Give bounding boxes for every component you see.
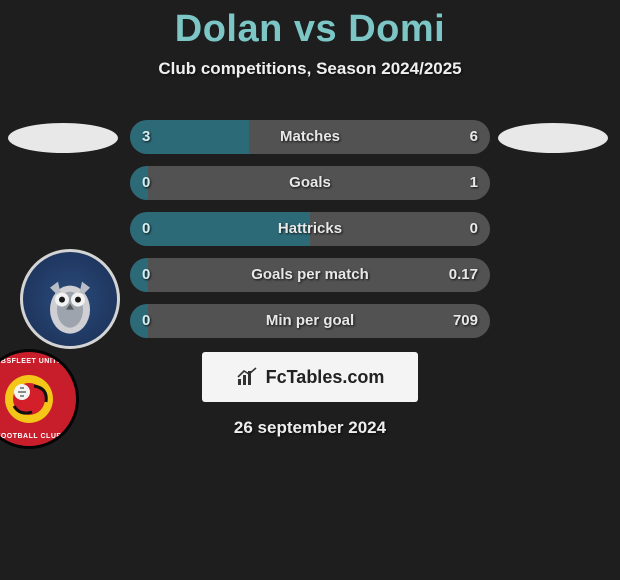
stat-label: Min per goal (130, 304, 490, 338)
stats-panel: 36Matches 01Goals 00Hattricks 00.17Goals pe… (130, 120, 490, 438)
stat-row: 01Goals (130, 166, 490, 200)
stat-label: Hattricks (130, 212, 490, 246)
stat-row: 36Matches (130, 120, 490, 154)
placeholder-ellipse-left (8, 123, 118, 153)
club-badge-left (20, 249, 120, 349)
source-logo[interactable]: FcTables.com (202, 352, 418, 402)
badge-text-bottom: FOOTBALL CLUB (0, 433, 76, 440)
stat-label: Matches (130, 120, 490, 154)
stat-row: 00.17Goals per match (130, 258, 490, 292)
chart-icon (236, 367, 260, 387)
source-logo-text: FcTables.com (266, 367, 385, 388)
club-badge-right: EBBSFLEET UNITED FOOTBALL CLUB (0, 349, 79, 449)
placeholder-ellipse-right (498, 123, 608, 153)
stat-label: Goals per match (130, 258, 490, 292)
date-label: 26 september 2024 (130, 418, 490, 438)
owl-icon (38, 270, 102, 340)
stat-row: 00Hattricks (130, 212, 490, 246)
subtitle: Club competitions, Season 2024/2025 (0, 59, 620, 79)
stat-label: Goals (130, 166, 490, 200)
page-title: Dolan vs Domi (0, 0, 620, 51)
stat-row: 0709Min per goal (130, 304, 490, 338)
badge-text-top: EBBSFLEET UNITED (0, 358, 76, 365)
fleet-ball-icon (2, 372, 56, 426)
